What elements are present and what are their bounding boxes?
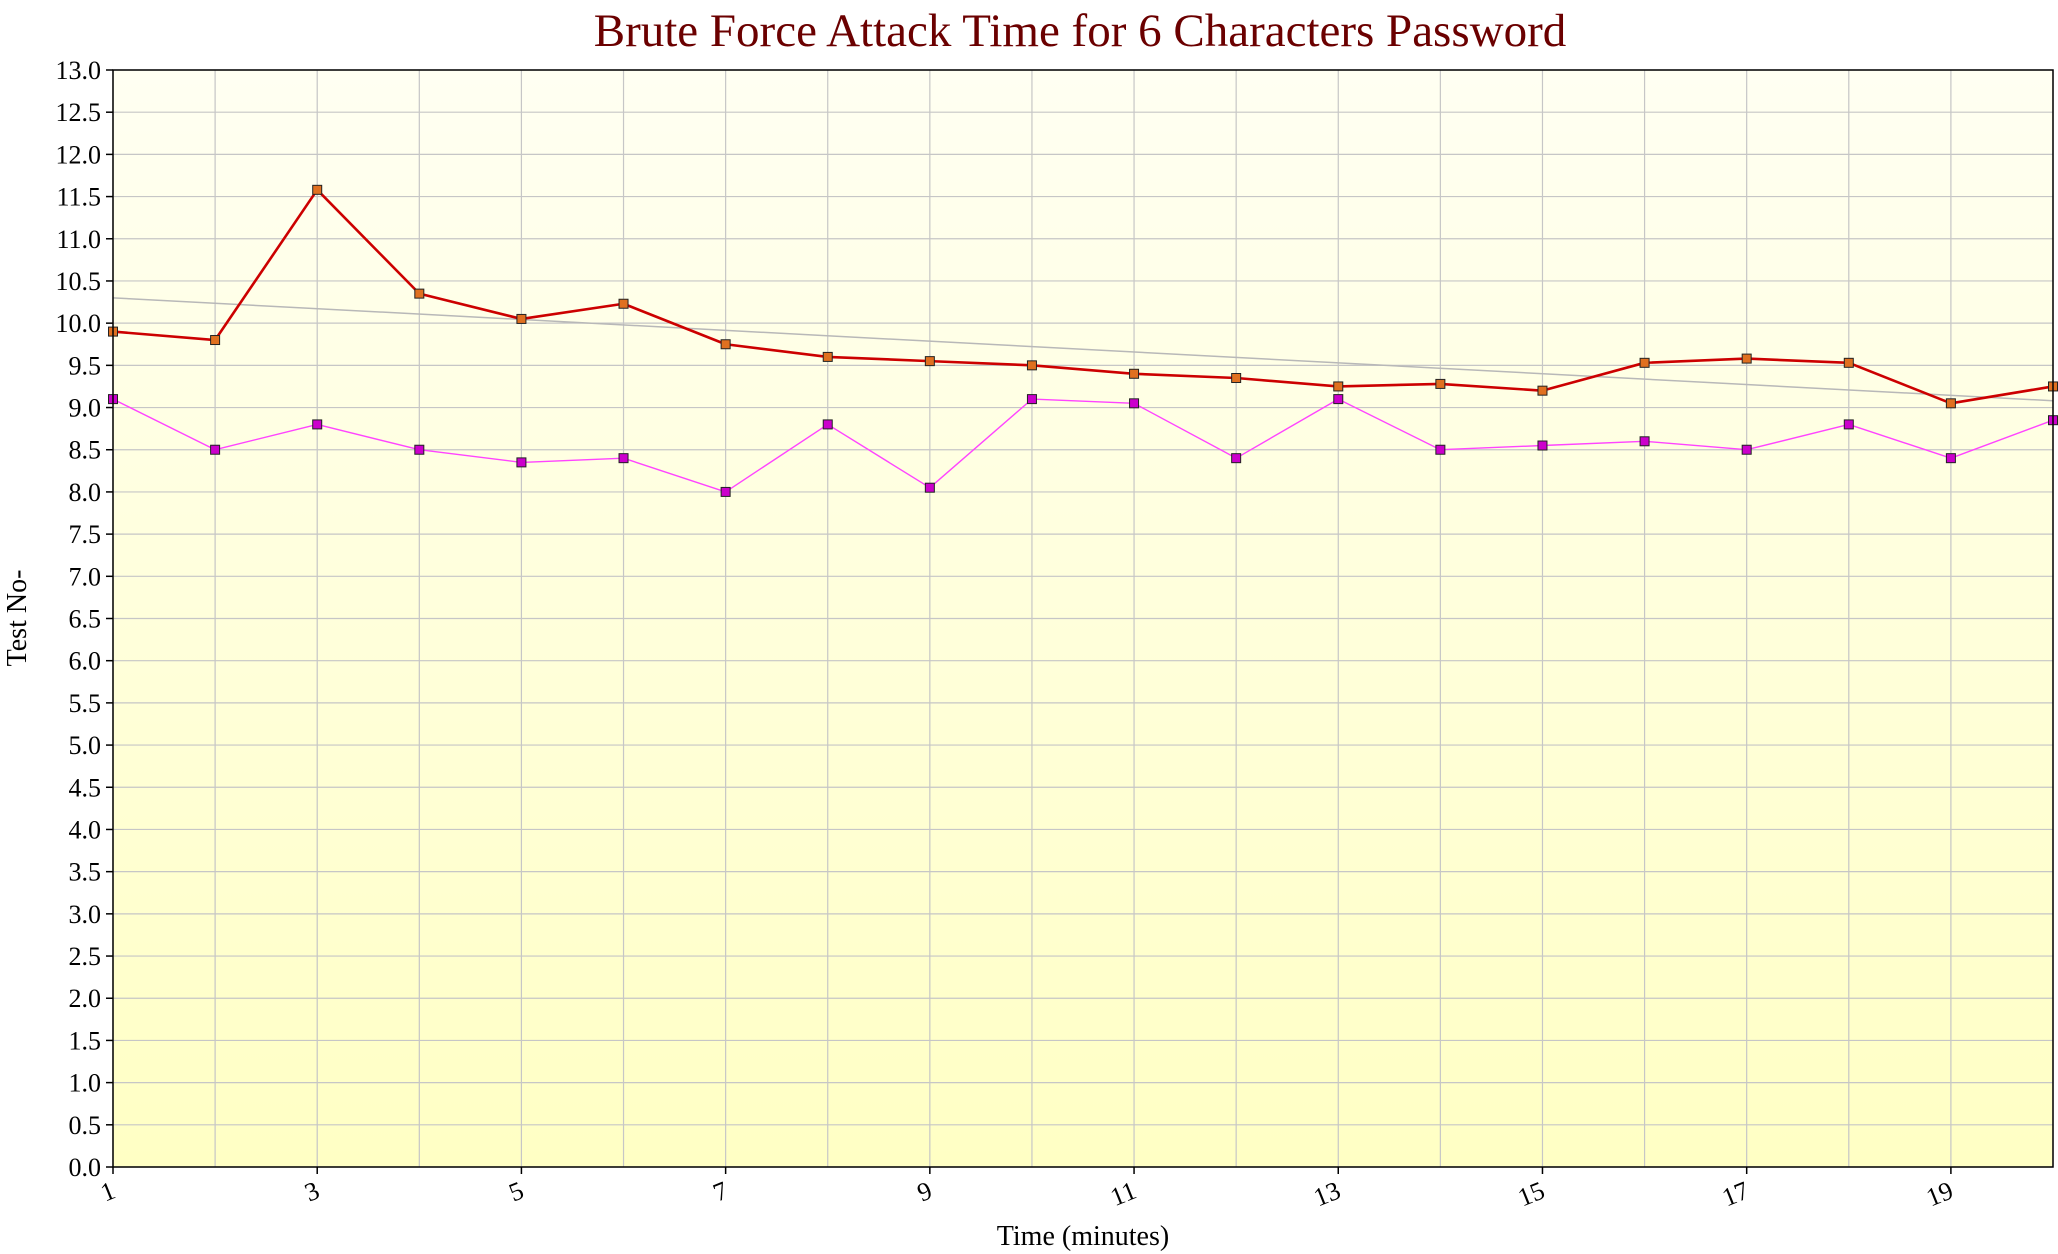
series-1-point xyxy=(1537,385,1548,396)
trendline xyxy=(112,297,2054,402)
y-tick-label: 3.0 xyxy=(69,900,102,929)
series-1-point xyxy=(1231,373,1242,384)
y-tick-label: 4.0 xyxy=(69,815,102,844)
x-tick-labels: 1 3 5 7 9 11 13 15 17 19 xyxy=(96,1167,1957,1212)
series-2-point xyxy=(1129,398,1140,409)
series-1-point xyxy=(210,335,221,346)
y-tick-label: 9.0 xyxy=(69,394,102,423)
x-tick-label: 11 xyxy=(1106,1176,1140,1212)
series-2-point xyxy=(924,482,935,493)
trend-layer xyxy=(112,297,2054,402)
y-tick-label: 7.0 xyxy=(69,562,102,591)
series-2-point xyxy=(1945,453,1956,464)
series-1-point xyxy=(1843,357,1854,368)
series-1-point xyxy=(1435,378,1446,389)
y-tick-label: 12.5 xyxy=(56,98,102,127)
x-tick-label: 7 xyxy=(709,1176,732,1208)
series-2-point xyxy=(1639,436,1650,447)
y-tick-label: 2.5 xyxy=(69,942,102,971)
x-tick-label: 19 xyxy=(1922,1176,1957,1213)
y-tick-label: 13.0 xyxy=(56,56,102,85)
series-1-point xyxy=(720,339,731,350)
series-2-point xyxy=(822,419,833,430)
y-tick-label: 5.5 xyxy=(69,689,102,718)
series-line-2 xyxy=(112,398,2054,493)
series-2-point xyxy=(414,444,425,455)
y-tick-label: 7.5 xyxy=(69,520,102,549)
x-tick-label: 17 xyxy=(1718,1176,1753,1213)
y-tick-labels: 0.0 0.5 1.0 1.5 2.0 2.5 3.0 3.5 4.0 4.5 5.0 5.5 6.0 6… xyxy=(56,56,113,1182)
y-tick-label: 0.5 xyxy=(69,1111,102,1140)
series-2-point xyxy=(1537,440,1548,451)
y-tick-label: 6.5 xyxy=(69,605,102,634)
series-1-point xyxy=(1741,353,1752,364)
x-tick-label: 13 xyxy=(1310,1176,1345,1213)
y-tick-label: 11.5 xyxy=(56,183,101,212)
series-2-point xyxy=(312,419,323,430)
series-1-point xyxy=(1639,357,1650,368)
series-2-point xyxy=(1026,394,1037,405)
series-1-point xyxy=(516,313,527,324)
x-tick-label: 5 xyxy=(505,1176,528,1208)
grid-layer xyxy=(112,69,2054,1168)
x-tick-label: 15 xyxy=(1514,1176,1549,1213)
series-2-point xyxy=(720,486,731,497)
y-tick-label: 8.0 xyxy=(69,478,102,507)
y-tick-label: 6.0 xyxy=(69,647,102,676)
y-tick-label: 4.5 xyxy=(69,773,102,802)
y-tick-label: 12.0 xyxy=(56,140,102,169)
y-tick-label: 1.5 xyxy=(69,1026,102,1055)
y-tick-label: 11.0 xyxy=(56,225,101,254)
series-1-point xyxy=(312,184,323,195)
y-tick-label: 1.0 xyxy=(69,1069,102,1098)
series-2-point xyxy=(1231,453,1242,464)
series-2-point xyxy=(210,444,221,455)
y-axis-label: Test No- xyxy=(2,570,33,667)
series-2-point xyxy=(1741,444,1752,455)
x-tick-label: 1 xyxy=(96,1176,119,1208)
x-tick-label: 9 xyxy=(913,1176,936,1208)
series-2-point xyxy=(1843,419,1854,430)
x-axis-label: Time (minutes) xyxy=(997,1221,1169,1252)
series-1-point xyxy=(618,298,629,309)
series-1-point xyxy=(1333,381,1344,392)
y-tick-label: 3.5 xyxy=(69,858,102,887)
y-tick-label: 9.5 xyxy=(69,351,102,380)
series-1-point xyxy=(1026,360,1037,371)
series-1-point xyxy=(1945,398,1956,409)
series-2-point xyxy=(516,457,527,468)
y-tick-label: 10.0 xyxy=(56,309,102,338)
y-tick-label: 8.5 xyxy=(69,436,102,465)
series-line-1 xyxy=(112,188,2054,405)
series-1-point xyxy=(1129,368,1140,379)
y-tick-label: 5.0 xyxy=(69,731,102,760)
chart-title: Brute Force Attack Time for 6 Characters… xyxy=(594,5,1566,57)
y-tick-label: 2.0 xyxy=(69,984,102,1013)
y-tick-label: 10.5 xyxy=(56,267,102,296)
series-1-point xyxy=(822,351,833,362)
y-tick-label: 0.0 xyxy=(69,1153,102,1182)
series-2-point xyxy=(1333,394,1344,405)
series-2-point xyxy=(618,453,629,464)
series-1-point xyxy=(924,356,935,367)
series-1-point xyxy=(414,288,425,299)
series-2-point xyxy=(1435,444,1446,455)
x-tick-label: 3 xyxy=(301,1176,324,1208)
